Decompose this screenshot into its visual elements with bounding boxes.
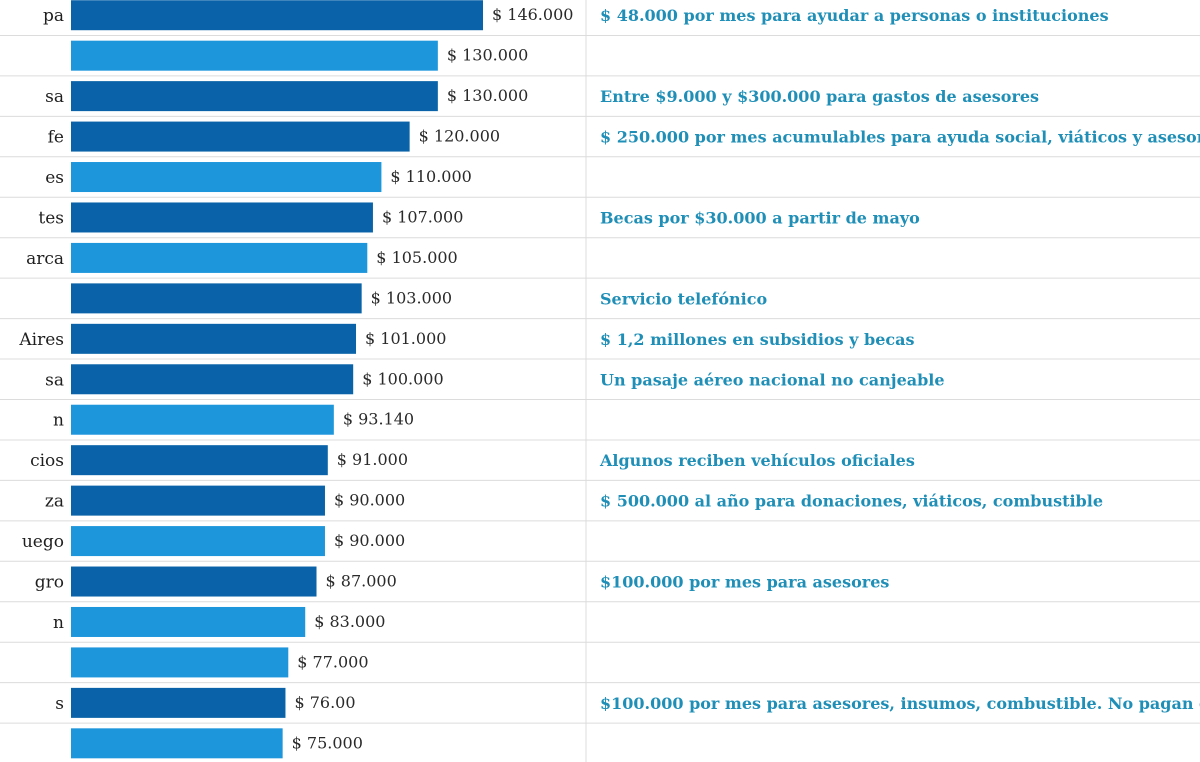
bar	[71, 283, 362, 314]
bar	[71, 40, 438, 71]
note-text: Algunos reciben vehículos oficiales	[599, 451, 915, 470]
bar	[71, 606, 306, 637]
note-text: $ 500.000 al año para donaciones, viátic…	[600, 492, 1103, 511]
note-text: Becas por $30.000 a partir de mayo	[600, 208, 920, 227]
note-text: $ 250.000 por mes acumulables para ayuda…	[600, 128, 1200, 147]
value-label: $ 101.000	[365, 329, 446, 348]
bars	[71, 0, 483, 759]
category-label: s	[55, 694, 64, 714]
category-label: n	[53, 411, 64, 431]
value-label: $ 120.000	[419, 127, 500, 146]
category-label: sa	[45, 370, 64, 390]
value-label: $ 90.000	[334, 491, 405, 510]
bar	[71, 404, 334, 435]
bar	[71, 323, 357, 354]
value-label: $ 105.000	[376, 248, 457, 267]
value-label: $ 146.000	[492, 5, 573, 24]
bar	[71, 485, 325, 516]
category-label: arca	[26, 249, 64, 269]
value-label: $ 93.140	[343, 410, 414, 429]
bar	[71, 728, 283, 759]
note-text: $100.000 por mes para asesores	[600, 573, 889, 592]
note-text: $ 48.000 por mes para ayudar a personas …	[600, 6, 1109, 25]
value-label: $ 90.000	[334, 531, 405, 550]
note-text: Un pasaje aéreo nacional no canjeable	[600, 370, 945, 389]
grid-lines	[0, 34, 1200, 724]
category-label: tes	[38, 208, 64, 228]
value-label: $ 110.000	[390, 167, 471, 186]
bar	[71, 526, 325, 557]
value-label: $ 130.000	[447, 86, 528, 105]
bar	[71, 687, 286, 718]
category-label: fe	[48, 128, 64, 148]
value-label: $ 103.000	[371, 288, 452, 307]
notes-column: $ 48.000 por mes para ayudar a personas …	[599, 6, 1200, 713]
bar	[71, 242, 368, 273]
value-label: $ 75.000	[292, 733, 363, 752]
value-label: $ 83.000	[314, 612, 385, 631]
bar	[71, 647, 289, 678]
value-label: $ 107.000	[382, 207, 463, 226]
note-text: Servicio telefónico	[600, 289, 767, 308]
category-label: Aires	[18, 330, 64, 350]
category-label: sa	[45, 87, 64, 107]
bar	[71, 202, 373, 233]
bar	[71, 566, 317, 597]
note-text: Entre $9.000 y $300.000 para gastos de a…	[600, 87, 1039, 106]
category-label: es	[45, 168, 64, 188]
value-label: $ 77.000	[297, 652, 368, 671]
value-label: $ 76.00	[294, 693, 355, 712]
bar	[71, 0, 483, 31]
value-label: $ 91.000	[337, 450, 408, 469]
bar	[71, 121, 410, 152]
category-label: pa	[43, 6, 64, 26]
note-text: $100.000 por mes para asesores, insumos,…	[600, 694, 1200, 713]
category-label: za	[45, 492, 64, 512]
bar	[71, 364, 354, 395]
value-label: $ 130.000	[447, 46, 528, 65]
category-label: gro	[35, 573, 64, 593]
note-text: $ 1,2 millones en subsidios y becas	[600, 330, 915, 349]
value-label: $ 87.000	[326, 572, 397, 591]
category-labels: pa sa fe es tes arca Aires sa n cios za uego gro n s	[18, 6, 64, 714]
bar	[71, 81, 438, 112]
category-label: uego	[22, 532, 64, 552]
category-label: n	[53, 613, 64, 633]
bar	[71, 445, 328, 476]
category-label: cios	[30, 451, 64, 471]
value-label: $ 100.000	[362, 369, 443, 388]
value-labels: $ 146.000 $ 130.000 $ 130.000 $ 120.000 $ 11…	[292, 5, 574, 752]
bar	[71, 162, 382, 193]
